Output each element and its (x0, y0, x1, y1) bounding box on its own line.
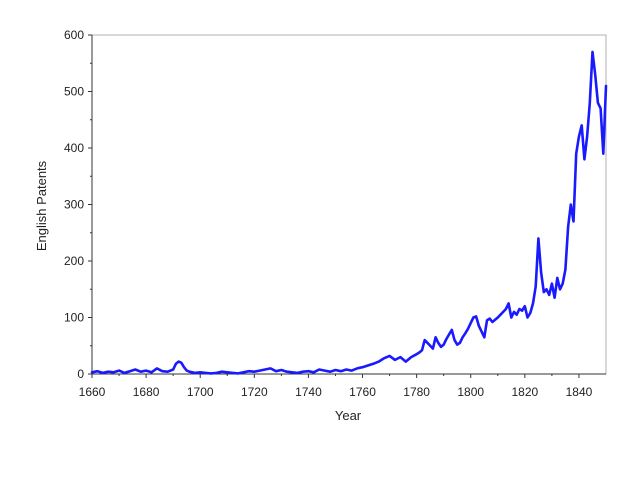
x-tick-label: 1680 (133, 385, 160, 399)
y-tick-label: 0 (77, 367, 84, 381)
y-tick-label: 100 (64, 311, 84, 325)
x-axis: 1660 1680 1700 1720 1740 1760 1780 1800 1820 1840 (79, 374, 593, 399)
y-tick-label: 600 (64, 28, 84, 42)
x-tick-label: 1720 (241, 385, 268, 399)
y-tick-label: 400 (64, 141, 84, 155)
x-tick-label: 1760 (349, 385, 376, 399)
plot-frame (91, 34, 607, 375)
x-axis-label: Year (335, 408, 362, 423)
series-line-1 (90, 50, 608, 375)
x-tick-label: 1820 (511, 385, 538, 399)
x-tick-label: 1780 (403, 385, 430, 399)
x-tick-label: 1800 (457, 385, 484, 399)
y-tick-label: 300 (64, 198, 84, 212)
series-layer (90, 50, 608, 375)
x-tick-label: 1660 (79, 385, 106, 399)
x-tick-label: 1700 (187, 385, 214, 399)
x-tick-label: 1740 (295, 385, 322, 399)
plot-area (91, 34, 607, 375)
y-axis: 0 100 200 300 400 500 600 (64, 28, 92, 381)
y-tick-label: 500 (64, 85, 84, 99)
y-axis-label: English Patents (34, 160, 49, 251)
y-tick-label: 200 (64, 254, 84, 268)
x-tick-label: 1840 (566, 385, 593, 399)
